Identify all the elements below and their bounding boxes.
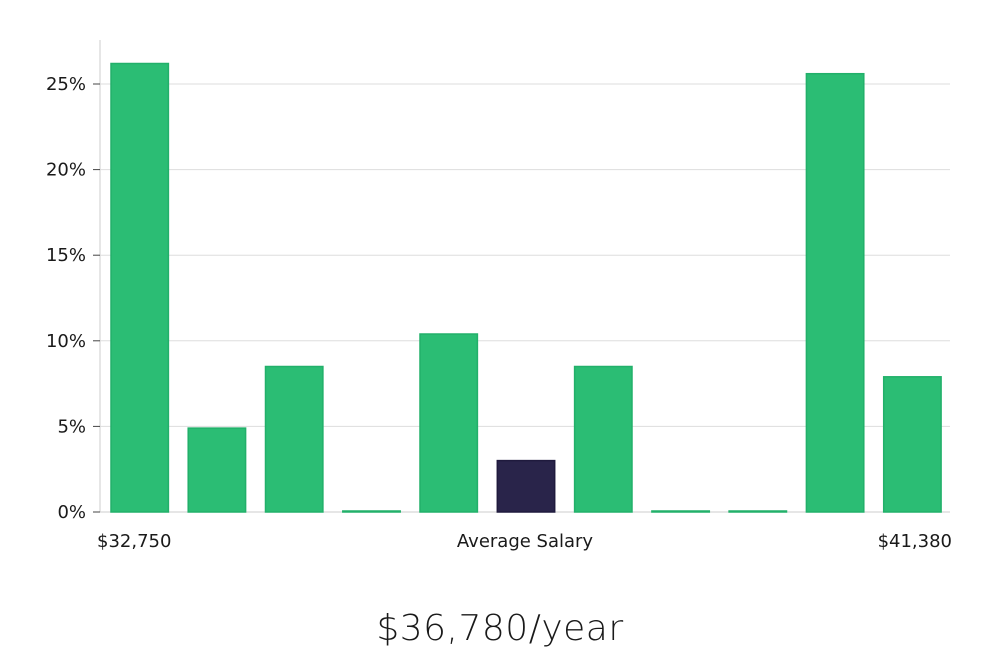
bars	[110, 62, 942, 513]
bar	[110, 62, 170, 513]
y-tick-label: 5%	[57, 416, 86, 437]
y-tick-label: 10%	[46, 331, 86, 352]
y-axis-ticks: 0% 5% 10% 15% 20% 25%	[46, 74, 100, 523]
bar	[419, 333, 479, 513]
bar	[805, 72, 865, 513]
bar	[651, 510, 711, 513]
histogram-chart: 0%5%10%15%20%25% $32,750 Average Salary …	[46, 40, 952, 552]
x-min-label: $32,750	[97, 531, 171, 552]
y-tick-label: 15%	[46, 245, 86, 266]
bar	[187, 427, 247, 513]
y-tick-label: 25%	[46, 74, 86, 95]
y-tick-label: 0%	[57, 502, 86, 523]
y-tick-label: 20%	[46, 160, 86, 181]
bar	[882, 376, 942, 513]
bar	[342, 510, 401, 513]
bar-highlighted	[496, 459, 556, 513]
bar	[264, 365, 324, 513]
x-max-label: $41,380	[878, 531, 952, 552]
bar	[573, 365, 633, 513]
bar	[728, 510, 788, 513]
average-salary-value: $36,780/year	[376, 608, 624, 649]
x-axis-label: Average Salary	[457, 531, 594, 552]
